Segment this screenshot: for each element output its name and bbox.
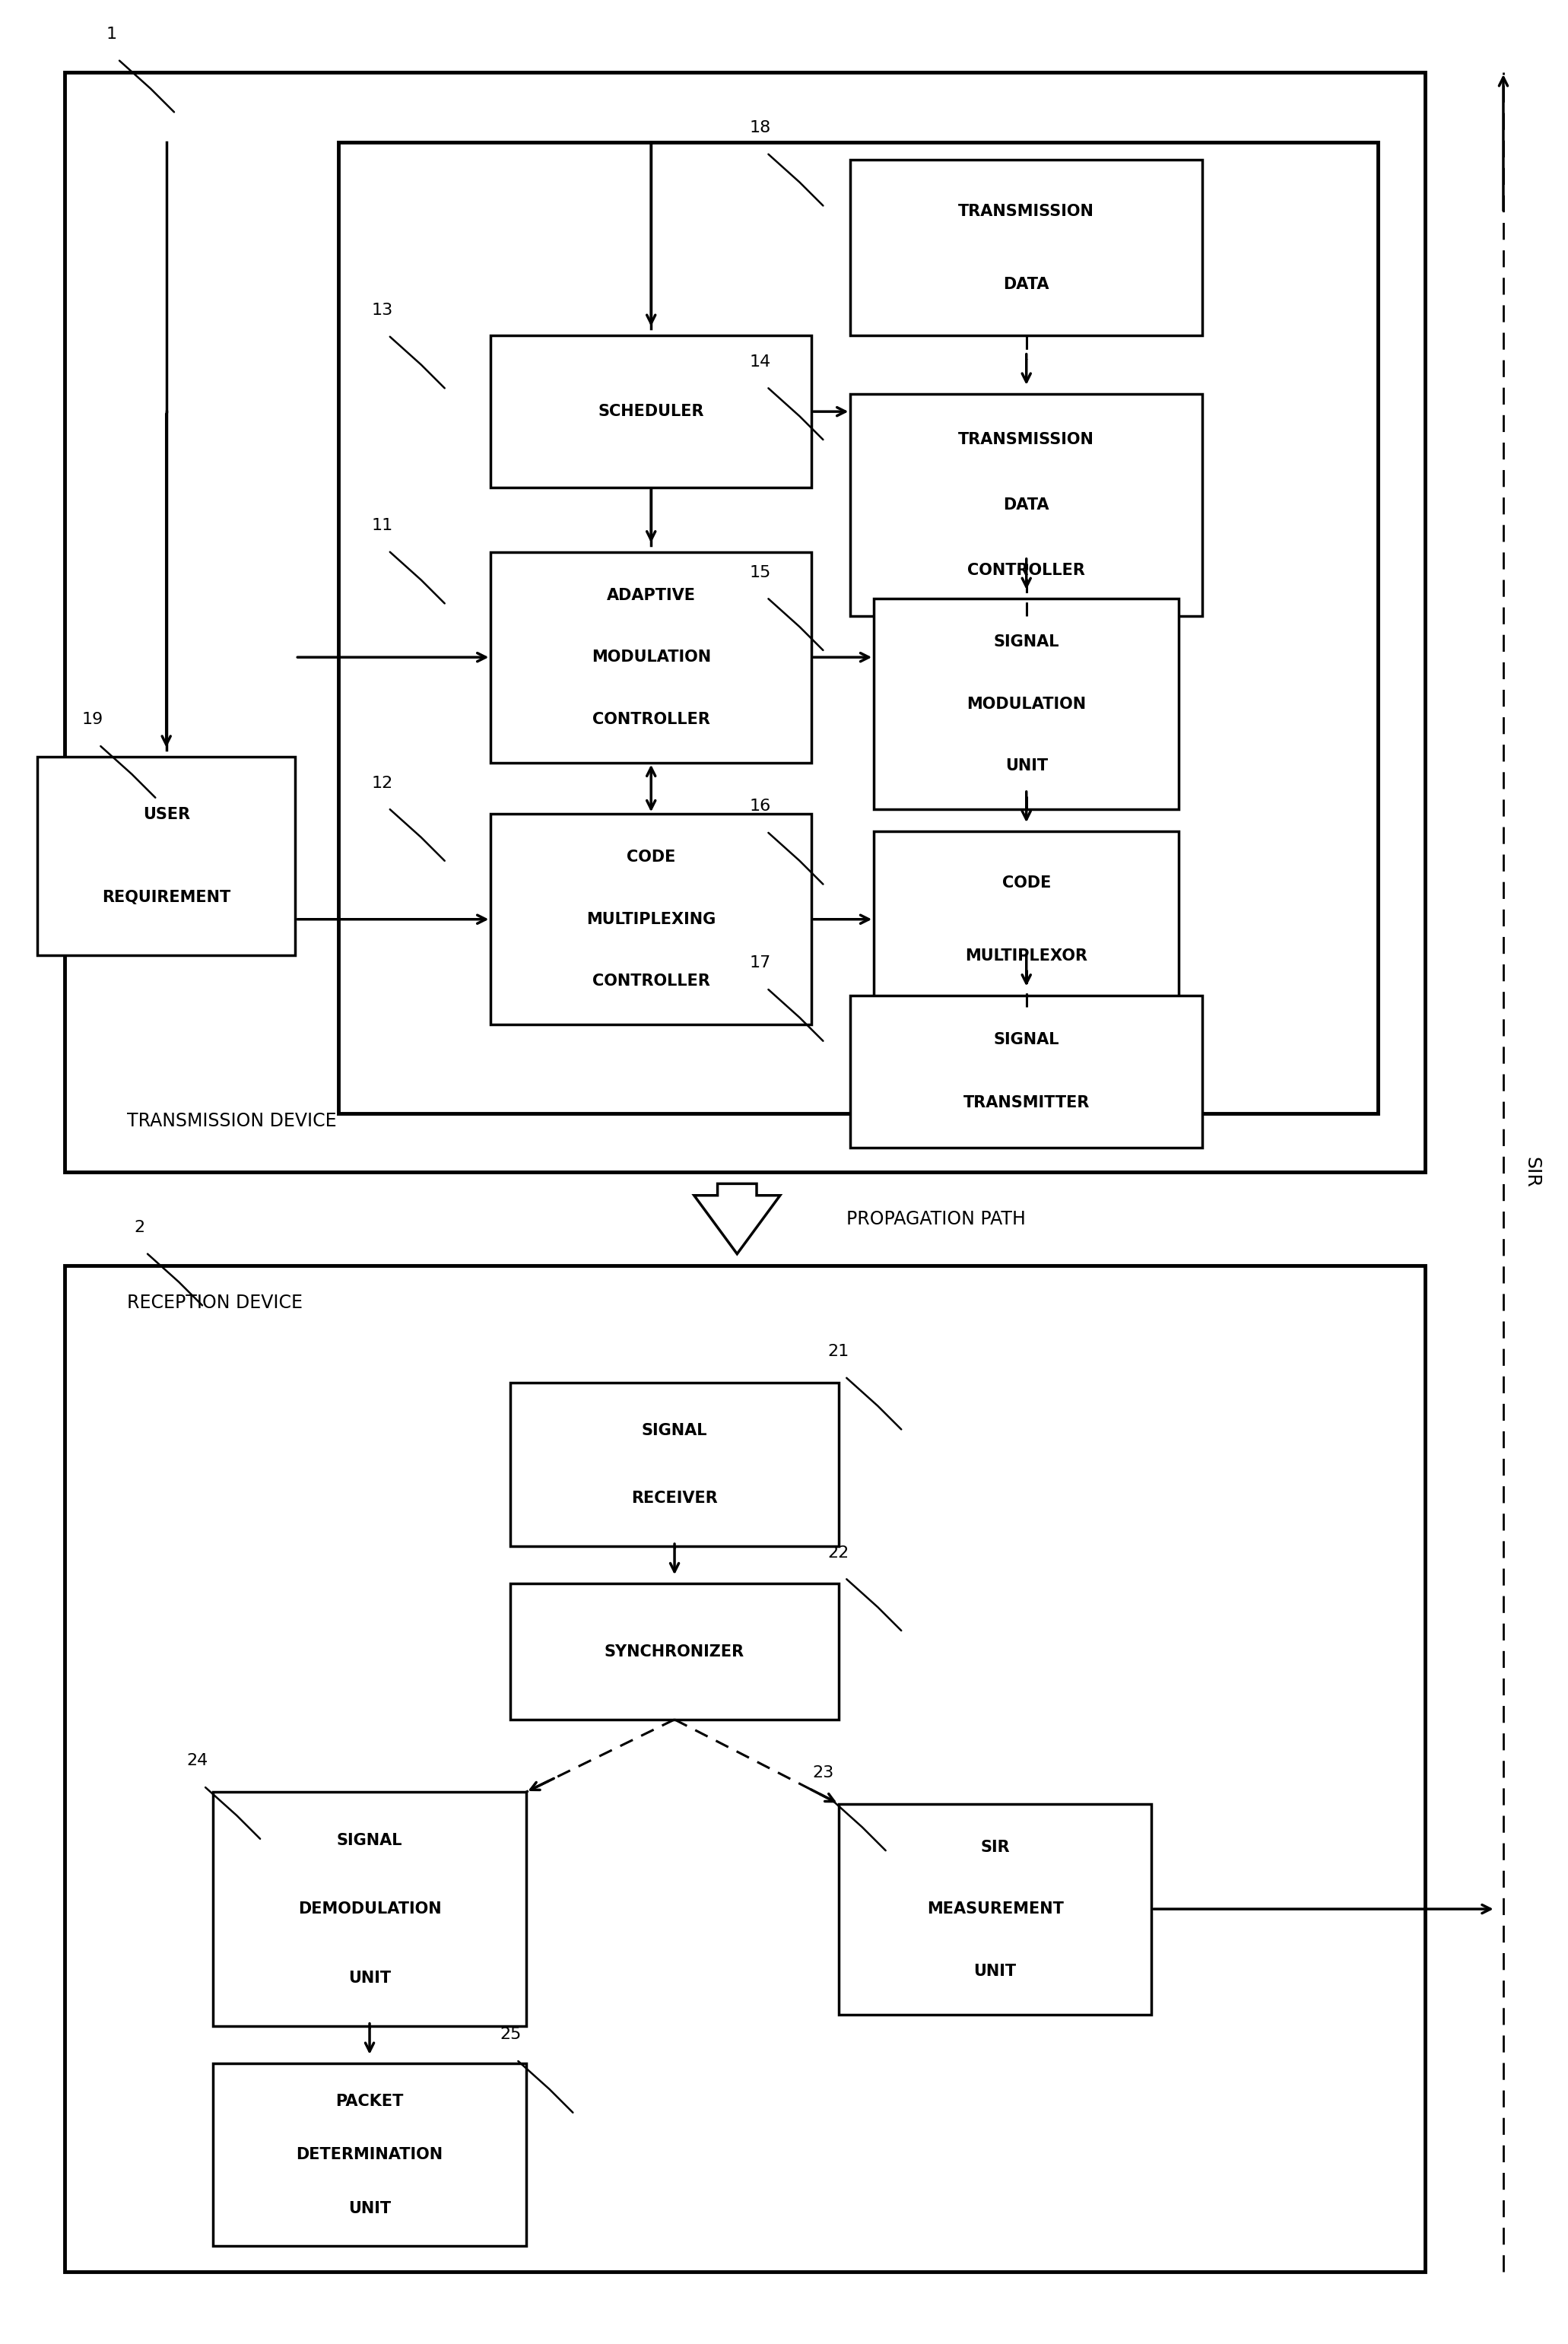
FancyBboxPatch shape xyxy=(64,1266,1425,2271)
Text: RECEPTION DEVICE: RECEPTION DEVICE xyxy=(127,1294,303,1313)
FancyBboxPatch shape xyxy=(64,73,1425,1172)
Text: PACKET: PACKET xyxy=(336,2093,403,2110)
Text: SIGNAL: SIGNAL xyxy=(337,1833,403,1847)
Text: 23: 23 xyxy=(812,1765,834,1781)
Text: DETERMINATION: DETERMINATION xyxy=(296,2147,444,2161)
Text: CONTROLLER: CONTROLLER xyxy=(593,973,710,989)
FancyBboxPatch shape xyxy=(873,598,1179,809)
FancyBboxPatch shape xyxy=(213,2063,525,2246)
Text: MULTIPLEXOR: MULTIPLEXOR xyxy=(966,949,1088,963)
Text: UNIT: UNIT xyxy=(1005,759,1047,774)
Text: SIGNAL: SIGNAL xyxy=(641,1423,707,1437)
Text: SIR: SIR xyxy=(980,1840,1010,1854)
Text: ADAPTIVE: ADAPTIVE xyxy=(607,588,696,602)
Text: 14: 14 xyxy=(750,354,771,370)
Text: UNIT: UNIT xyxy=(974,1964,1016,1978)
FancyBboxPatch shape xyxy=(510,1585,839,1720)
Text: TRANSMISSION: TRANSMISSION xyxy=(958,431,1094,448)
Text: SIGNAL: SIGNAL xyxy=(994,1031,1060,1048)
FancyBboxPatch shape xyxy=(850,159,1203,335)
Text: TRANSMITTER: TRANSMITTER xyxy=(963,1095,1090,1111)
Text: 24: 24 xyxy=(187,1753,209,1770)
Text: 16: 16 xyxy=(750,799,771,813)
FancyBboxPatch shape xyxy=(839,1805,1151,2013)
Text: SYNCHRONIZER: SYNCHRONIZER xyxy=(605,1643,745,1660)
Text: MODULATION: MODULATION xyxy=(966,696,1087,713)
Text: CONTROLLER: CONTROLLER xyxy=(967,563,1085,579)
FancyBboxPatch shape xyxy=(491,551,811,762)
FancyBboxPatch shape xyxy=(491,335,811,488)
Text: SIGNAL: SIGNAL xyxy=(994,635,1060,649)
FancyBboxPatch shape xyxy=(339,143,1378,1113)
FancyBboxPatch shape xyxy=(491,813,811,1024)
Text: CONTROLLER: CONTROLLER xyxy=(593,713,710,727)
Text: SIR: SIR xyxy=(1523,1156,1541,1188)
Text: SCHEDULER: SCHEDULER xyxy=(597,403,704,420)
Text: MULTIPLEXING: MULTIPLEXING xyxy=(586,912,717,926)
Text: 18: 18 xyxy=(750,120,771,136)
Text: 13: 13 xyxy=(372,302,394,319)
Text: UNIT: UNIT xyxy=(348,1971,390,1985)
FancyBboxPatch shape xyxy=(850,394,1203,616)
Text: CODE: CODE xyxy=(1002,874,1051,891)
Text: DATA: DATA xyxy=(1004,277,1049,293)
Polygon shape xyxy=(695,1184,781,1254)
Text: 12: 12 xyxy=(372,776,394,790)
Text: USER: USER xyxy=(143,806,190,823)
Text: DATA: DATA xyxy=(1004,497,1049,513)
Text: 25: 25 xyxy=(500,2028,521,2042)
FancyBboxPatch shape xyxy=(850,996,1203,1149)
Text: 11: 11 xyxy=(372,518,394,532)
Text: 2: 2 xyxy=(135,1219,146,1235)
FancyBboxPatch shape xyxy=(873,832,1179,1008)
Text: 21: 21 xyxy=(828,1343,850,1360)
Text: 22: 22 xyxy=(828,1545,850,1561)
FancyBboxPatch shape xyxy=(510,1383,839,1547)
Text: TRANSMISSION: TRANSMISSION xyxy=(958,204,1094,218)
FancyBboxPatch shape xyxy=(213,1793,525,2025)
Text: UNIT: UNIT xyxy=(348,2201,390,2215)
Text: 1: 1 xyxy=(107,26,118,42)
FancyBboxPatch shape xyxy=(38,757,295,956)
Text: 17: 17 xyxy=(750,956,771,970)
Text: MEASUREMENT: MEASUREMENT xyxy=(927,1901,1063,1917)
Text: PROPAGATION PATH: PROPAGATION PATH xyxy=(847,1210,1025,1228)
Text: MODULATION: MODULATION xyxy=(591,649,710,666)
Text: RECEIVER: RECEIVER xyxy=(632,1491,718,1507)
Text: REQUIREMENT: REQUIREMENT xyxy=(102,891,230,905)
Text: 19: 19 xyxy=(82,713,103,727)
Text: CODE: CODE xyxy=(627,851,676,865)
Text: TRANSMISSION DEVICE: TRANSMISSION DEVICE xyxy=(127,1111,337,1130)
Text: 15: 15 xyxy=(750,565,771,579)
Text: DEMODULATION: DEMODULATION xyxy=(298,1901,441,1917)
